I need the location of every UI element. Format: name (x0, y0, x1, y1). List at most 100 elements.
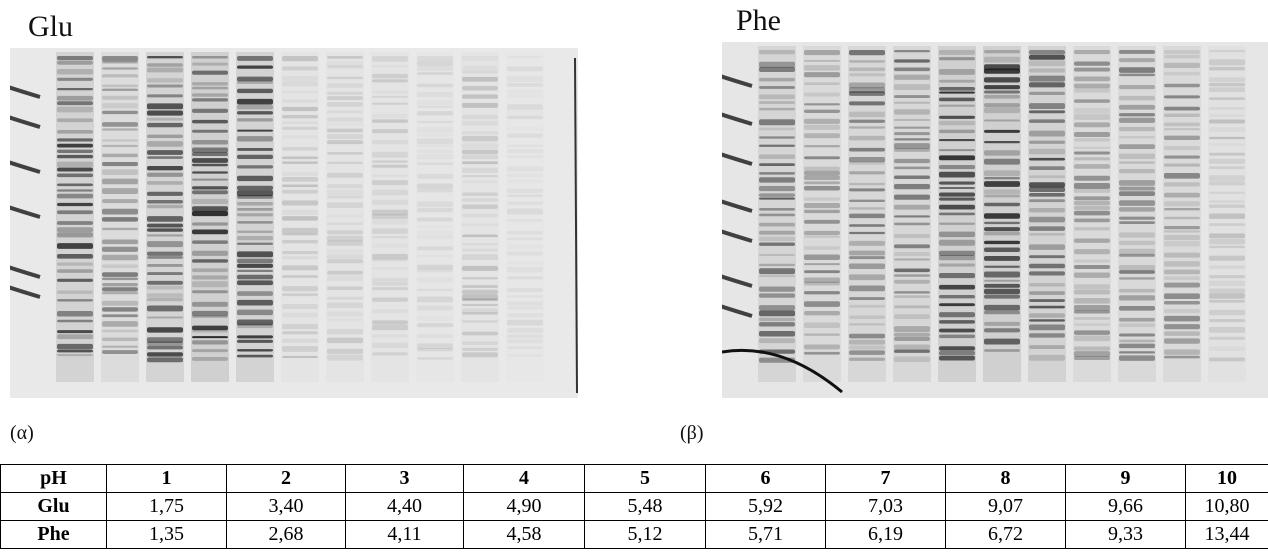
table-cell: 3,40 (226, 492, 346, 521)
band (417, 254, 453, 257)
band (102, 178, 138, 185)
band (1209, 143, 1245, 145)
band (1164, 146, 1200, 151)
band (1164, 338, 1200, 344)
band (1209, 50, 1245, 53)
band (1209, 309, 1245, 316)
band (759, 144, 795, 147)
band (147, 216, 183, 222)
band (759, 77, 795, 82)
band (984, 328, 1020, 333)
band (804, 72, 840, 78)
band (282, 99, 318, 103)
band (849, 147, 885, 152)
band (237, 319, 273, 326)
band (147, 110, 183, 116)
band (57, 167, 93, 172)
table-cell: 1,75 (106, 492, 227, 521)
band (1029, 271, 1065, 276)
band (804, 311, 840, 316)
band (894, 84, 930, 91)
band (1074, 272, 1110, 278)
band (237, 235, 273, 241)
band (192, 86, 228, 90)
band (1074, 138, 1110, 142)
band (984, 247, 1020, 253)
band (327, 96, 363, 101)
band (57, 68, 93, 75)
band (759, 101, 795, 104)
band (759, 338, 795, 344)
band (327, 117, 363, 122)
band (282, 227, 318, 234)
band (282, 233, 318, 236)
band (147, 298, 183, 302)
band (462, 213, 498, 218)
band (1074, 305, 1110, 311)
band (417, 162, 453, 166)
band (147, 345, 183, 350)
band (1209, 357, 1245, 362)
table-row: Phe 1,35 2,68 4,11 4,58 5,12 5,71 6,19 6,72 9,33 1… (0, 520, 1268, 549)
band (1029, 226, 1065, 231)
band (849, 285, 885, 292)
band (1074, 210, 1110, 216)
band (282, 126, 318, 130)
band (1029, 263, 1065, 269)
band (462, 289, 498, 295)
band (237, 242, 273, 245)
band (237, 349, 273, 352)
band (804, 270, 840, 274)
band (1164, 293, 1200, 300)
band (804, 219, 840, 224)
band (507, 208, 543, 215)
panel-caption: (α) (10, 422, 34, 444)
band (372, 119, 408, 123)
band (372, 139, 408, 145)
band (417, 189, 453, 193)
table-cell: 7,03 (825, 492, 946, 521)
band (102, 169, 138, 175)
band (1209, 293, 1245, 299)
band (147, 150, 183, 155)
band (462, 308, 498, 314)
band (192, 140, 228, 145)
band (759, 242, 795, 246)
marker-band (722, 112, 753, 126)
band (417, 236, 453, 239)
band (462, 161, 498, 165)
band (1209, 66, 1245, 71)
band (147, 141, 183, 147)
band (327, 296, 363, 300)
band (282, 346, 318, 352)
band (894, 326, 930, 332)
band (237, 208, 273, 211)
band (1209, 191, 1245, 194)
band (939, 312, 975, 318)
band (282, 56, 318, 62)
marker-band (722, 74, 753, 88)
band (1119, 323, 1155, 328)
band (804, 124, 840, 130)
header-cell: 9 (1065, 464, 1186, 493)
band (1119, 339, 1155, 343)
band (759, 177, 795, 183)
band (1209, 87, 1245, 93)
band (372, 129, 408, 134)
band (939, 231, 975, 238)
band (894, 101, 930, 104)
band (849, 157, 885, 163)
band (237, 291, 273, 296)
band (1029, 283, 1065, 287)
band (417, 246, 453, 251)
band (372, 189, 408, 196)
lane (56, 52, 94, 382)
band (327, 275, 363, 281)
band (237, 335, 273, 339)
band (894, 132, 930, 136)
band (849, 345, 885, 350)
band (1119, 240, 1155, 246)
lane (461, 52, 499, 382)
band (894, 222, 930, 226)
band (462, 303, 498, 307)
